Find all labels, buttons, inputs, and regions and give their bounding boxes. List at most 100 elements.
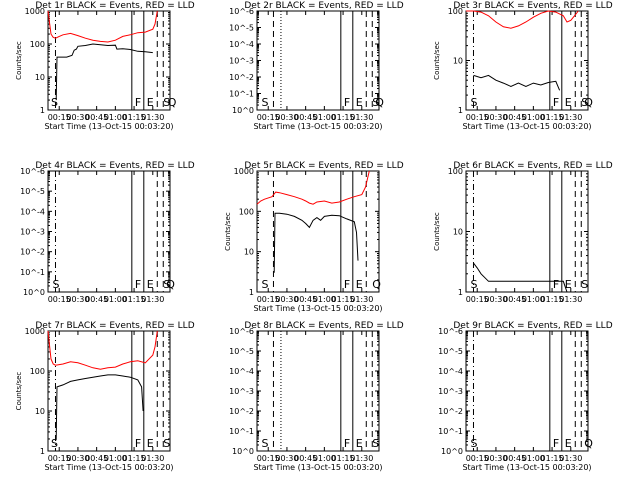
y-tick-label: 10 xyxy=(244,248,254,257)
x-axis-label: Start Time (13-Oct-15 00:03:20) xyxy=(253,463,382,472)
x-tick-label: 00:45 xyxy=(503,295,526,304)
y-tick-label: 1000 xyxy=(25,327,45,336)
phase-marker-label: F xyxy=(135,278,141,291)
phase-marker-label: E xyxy=(147,437,154,450)
x-tick-label: 01:30 xyxy=(559,295,582,304)
y-tick-label: 10^0 xyxy=(232,106,254,115)
phase-marker-label: S xyxy=(163,278,170,291)
x-tick-label: 00:45 xyxy=(503,454,526,463)
y-tick-label: 100 xyxy=(239,207,254,216)
x-axis-label: Start Time (13-Oct-15 00:03:20) xyxy=(44,463,173,472)
y-tick-label: 10^-5 xyxy=(229,24,254,33)
panel-title: Det 6r BLACK = Events, RED = LLD xyxy=(453,161,612,171)
y-tick-label: 10^-3 xyxy=(20,228,45,237)
y-tick-label: 1 xyxy=(40,106,45,115)
x-tick-label: 01:15 xyxy=(123,113,146,122)
y-tick-label: 1 xyxy=(249,288,254,297)
x-tick-label: 01:00 xyxy=(313,113,336,122)
phase-marker-label: S xyxy=(261,278,268,291)
y-tick-label: 100 xyxy=(448,7,463,16)
x-tick-label: 01:30 xyxy=(559,113,582,122)
lld-series-line xyxy=(47,10,158,43)
x-tick-label: 00:45 xyxy=(85,295,108,304)
lld-series-line xyxy=(256,170,370,205)
detector-panel-1: Det 1r BLACK = Events, RED = LLD 1 10 100 10… xyxy=(15,1,195,131)
phase-marker-label: E xyxy=(356,437,363,450)
y-tick-label: 1 xyxy=(458,288,463,297)
y-axis-label: Counts/sec xyxy=(224,212,232,251)
y-tick-label: 10^-2 xyxy=(229,407,254,416)
x-tick-label: 00:15 xyxy=(466,113,489,122)
phase-marker-label: Q xyxy=(168,96,177,109)
panel-title: Det 4r BLACK = Events, RED = LLD xyxy=(35,161,194,171)
phase-marker-label: S xyxy=(470,437,477,450)
events-series-line xyxy=(55,43,153,101)
phase-marker-label: F xyxy=(135,437,141,450)
y-tick-label: 10^-4 xyxy=(20,207,45,216)
y-tick-label: 100 xyxy=(448,167,463,176)
panel-title: Det 1r BLACK = Events, RED = LLD xyxy=(35,1,194,11)
x-tick-label: 01:00 xyxy=(313,295,336,304)
phase-marker-label: S xyxy=(51,96,58,109)
phase-marker-label: S xyxy=(163,437,170,450)
phase-marker-label: F xyxy=(553,278,559,291)
x-tick-label: 00:15 xyxy=(48,113,71,122)
x-tick-label: 01:15 xyxy=(541,295,564,304)
phase-marker-label: S xyxy=(581,278,588,291)
y-tick-label: 10^-1 xyxy=(20,268,45,277)
phase-marker-label: F xyxy=(553,96,559,109)
x-axis-label: Start Time (13-Oct-15 00:03:20) xyxy=(462,122,591,131)
x-tick-label: 00:45 xyxy=(85,454,108,463)
y-tick-label: 10^-1 xyxy=(438,427,463,436)
x-tick-label: 00:15 xyxy=(257,295,280,304)
phase-marker-label: S xyxy=(163,96,170,109)
y-tick-label: 10^-5 xyxy=(20,187,45,196)
phase-marker-label: S xyxy=(261,437,268,450)
x-tick-label: 00:30 xyxy=(66,113,89,122)
plot-frame xyxy=(256,170,380,293)
detector-panel-8: Det 8r BLACK = Events, RED = LLD 10^0 10^-… xyxy=(229,321,404,472)
x-tick-label: 00:45 xyxy=(503,113,526,122)
y-tick-label: 10^-6 xyxy=(438,327,463,336)
y-tick-label: 10^0 xyxy=(232,447,254,456)
detector-panel-5: Det 5r BLACK = Events, RED = LLD 1 10 100 10… xyxy=(224,161,404,313)
phase-marker-label: S xyxy=(52,278,59,291)
x-tick-label: 01:15 xyxy=(123,454,146,463)
x-tick-label: 01:30 xyxy=(559,454,582,463)
y-tick-label: 10^-1 xyxy=(229,427,254,436)
x-tick-label: 01:15 xyxy=(332,113,355,122)
panel-title: Det 7r BLACK = Events, RED = LLD xyxy=(35,321,194,331)
x-tick-label: 01:15 xyxy=(332,295,355,304)
y-tick-label: 1 xyxy=(458,106,463,115)
phase-marker-label: S xyxy=(581,96,588,109)
events-series-line xyxy=(473,74,561,91)
x-tick-label: 01:30 xyxy=(141,295,164,304)
x-tick-label: 01:00 xyxy=(522,295,545,304)
y-tick-label: 10^-4 xyxy=(229,40,254,49)
x-tick-label: 00:15 xyxy=(257,454,280,463)
phase-marker-label: Q xyxy=(584,437,593,450)
x-axis-label: Start Time (13-Oct-15 00:03:20) xyxy=(253,304,382,313)
phase-marker-label: Q xyxy=(166,278,175,291)
detector-panel-7: Det 7r BLACK = Events, RED = LLD 1 10 100 10… xyxy=(15,321,195,472)
x-tick-label: 00:15 xyxy=(257,113,280,122)
phase-marker-label: Q xyxy=(375,96,384,109)
y-tick-label: 10^-6 xyxy=(20,167,45,176)
y-tick-label: 10^-3 xyxy=(438,387,463,396)
panel-title: Det 2r BLACK = Events, RED = LLD xyxy=(244,1,403,11)
y-tick-label: 10 xyxy=(35,73,45,82)
y-tick-label: 1 xyxy=(40,447,45,456)
phase-marker-label: E xyxy=(565,96,572,109)
x-tick-label: 01:00 xyxy=(522,113,545,122)
panel-title: Det 8r BLACK = Events, RED = LLD xyxy=(244,321,403,331)
y-tick-label: 10^-4 xyxy=(438,367,463,376)
y-tick-label: 10^-5 xyxy=(229,347,254,356)
phase-marker-label: Q xyxy=(372,278,381,291)
y-axis-label: Counts/sec xyxy=(433,41,441,80)
phase-marker-label: F xyxy=(344,278,350,291)
events-series-line xyxy=(55,374,144,440)
x-tick-label: 01:30 xyxy=(350,454,373,463)
x-axis-label: Start Time (13-Oct-15 00:03:20) xyxy=(462,463,591,472)
